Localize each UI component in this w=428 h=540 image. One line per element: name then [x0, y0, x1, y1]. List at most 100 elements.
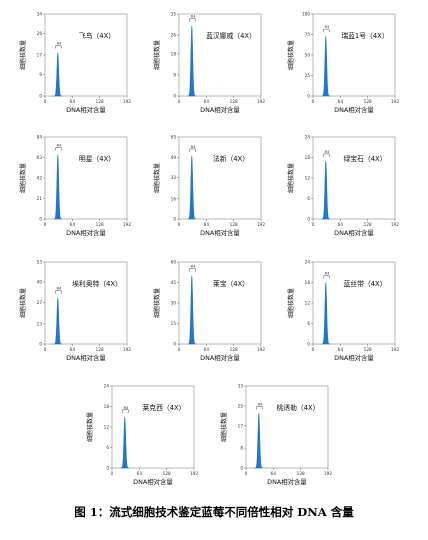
x-tick-label: 64 [137, 471, 143, 476]
y-tick-label: 15 [171, 321, 177, 326]
y-tick-label: 9 [39, 72, 42, 77]
gate-label: R4 [57, 42, 62, 46]
chart-panel: 0 9 18 26 35 0 64 128 192 R4 蓝汉娜威（4X） DNA相对含量 细胞核数量 [153, 12, 265, 114]
gate-bracket [256, 406, 263, 410]
x-tick-label: 0 [178, 222, 181, 227]
y-tick-label: 100 [302, 12, 310, 17]
y-tick-label: 0 [173, 94, 176, 99]
y-axis-label: 细胞核数量 [287, 163, 295, 193]
figure-caption: 图 1：流式细胞技术鉴定蓝莓不同倍性相对 DNA 含量 [74, 505, 354, 519]
x-tick-label: 128 [364, 99, 372, 104]
chart-panel: 0 13 27 40 53 0 64 128 192 R4 埃利奥特（4X） DNA相对含量 细胞核数量 [19, 260, 131, 362]
y-tick-label: 12 [104, 425, 110, 430]
x-axis-label: DNA相对含量 [133, 477, 173, 486]
y-tick-label: 53 [37, 260, 43, 265]
y-tick-label: 27 [37, 300, 43, 305]
chart-panel: 0 16 33 49 65 0 64 128 192 R4 法新（4X） DNA相对含量 细胞核数量 [153, 135, 265, 237]
x-axis-label: DNA相对含量 [66, 228, 106, 237]
x-tick-label: 64 [70, 347, 76, 352]
x-tick-label: 192 [123, 99, 131, 104]
panel-title: 法新（4X） [213, 154, 249, 163]
y-tick-label: 65 [171, 135, 177, 140]
panel-title: 桃诱勒（4X） [277, 403, 320, 412]
y-tick-label: 45 [171, 280, 177, 285]
y-tick-label: 30 [171, 301, 177, 306]
peak-series [187, 275, 197, 345]
gate-label: R4 [325, 150, 330, 154]
gate-label: R4 [325, 272, 330, 276]
y-tick-label: 6 [307, 321, 310, 326]
gate-bracket [323, 275, 330, 279]
chart-panel: 0 15 30 45 60 0 64 128 192 R4 莱宝（4X） DNA相对含量 细胞核数量 [153, 260, 265, 362]
x-tick-label: 128 [96, 99, 104, 104]
y-tick-label: 17 [238, 423, 244, 428]
y-axis-label: 细胞核数量 [287, 288, 295, 318]
gate-bracket [323, 28, 330, 33]
gate-bracket [55, 147, 62, 151]
y-tick-label: 75 [305, 32, 311, 37]
y-tick-label: 18 [104, 404, 110, 409]
y-axis-label: 细胞核数量 [153, 163, 161, 193]
x-tick-label: 128 [230, 99, 238, 104]
peak-series [53, 297, 63, 345]
gate-label: R4 [325, 25, 330, 29]
gate-bracket [323, 153, 330, 157]
gate-label: R4 [124, 406, 129, 410]
x-tick-label: 192 [190, 471, 198, 476]
x-tick-label: 64 [338, 347, 344, 352]
peak-series [187, 155, 197, 220]
peak-series [53, 52, 63, 97]
x-tick-label: 128 [230, 347, 238, 352]
x-tick-label: 0 [111, 471, 114, 476]
y-tick-label: 0 [173, 217, 176, 222]
panel-title: 莱克西（4X） [143, 403, 186, 412]
panel-title: 绿宝石（4X） [344, 154, 387, 163]
y-axis-label: 细胞核数量 [19, 288, 27, 318]
gate-label: R4 [191, 15, 196, 19]
plot-frame [245, 385, 329, 469]
y-axis-label: 细胞核数量 [153, 40, 161, 70]
x-tick-label: 0 [312, 222, 315, 227]
y-tick-label: 16 [171, 196, 177, 201]
x-tick-label: 128 [297, 471, 305, 476]
y-tick-label: 25 [305, 73, 311, 78]
y-tick-label: 24 [305, 135, 311, 140]
x-axis-label: DNA相对含量 [334, 105, 374, 114]
gate-label: R4 [191, 265, 196, 269]
y-tick-label: 33 [238, 384, 244, 389]
y-tick-label: 18 [305, 280, 311, 285]
panel-title: 埃利奥特（4X） [72, 279, 122, 288]
y-tick-label: 8 [240, 446, 243, 451]
y-tick-label: 26 [37, 31, 43, 36]
panel-title: 飞鸟（4X） [79, 31, 115, 40]
panel-title: 蓝丝带（4X） [344, 279, 387, 288]
gate-bracket [189, 268, 196, 272]
x-tick-label: 192 [257, 99, 265, 104]
y-axis-label: 细胞核数量 [19, 40, 27, 70]
y-tick-label: 24 [305, 260, 311, 265]
chart-panel: 0 6 12 18 24 0 64 128 192 R4 绿宝石（4X） DNA相对含量 细胞核数量 [287, 135, 399, 237]
y-tick-label: 35 [171, 12, 177, 17]
x-tick-label: 128 [96, 222, 104, 227]
x-tick-label: 64 [70, 222, 76, 227]
y-tick-label: 0 [39, 217, 42, 222]
x-axis-label: DNA相对含量 [66, 105, 106, 114]
chart-panel: 0 21 42 63 84 0 64 128 192 R4 明星（4X） DNA相对含量 细胞核数量 [19, 135, 131, 237]
gate-label: R4 [258, 402, 263, 406]
x-axis-label: DNA相对含量 [200, 105, 240, 114]
y-tick-label: 0 [240, 466, 243, 471]
panel-title: 瑞蓝1号（4X） [341, 31, 388, 40]
peak-series [120, 416, 130, 469]
x-axis-label: DNA相对含量 [334, 228, 374, 237]
x-tick-label: 64 [338, 99, 344, 104]
gate-bracket [55, 290, 62, 294]
y-tick-label: 33 [171, 175, 177, 180]
y-axis-label: 细胞核数量 [287, 40, 295, 70]
x-tick-label: 0 [312, 347, 315, 352]
y-tick-label: 63 [37, 155, 43, 160]
peak-series [321, 160, 331, 220]
peak-series [254, 413, 264, 469]
y-tick-label: 12 [305, 301, 311, 306]
x-tick-label: 0 [178, 347, 181, 352]
chart-panel: 0 9 17 26 34 0 64 128 192 R4 飞鸟（4X） DNA相对含量 细胞核数量 [19, 12, 131, 114]
